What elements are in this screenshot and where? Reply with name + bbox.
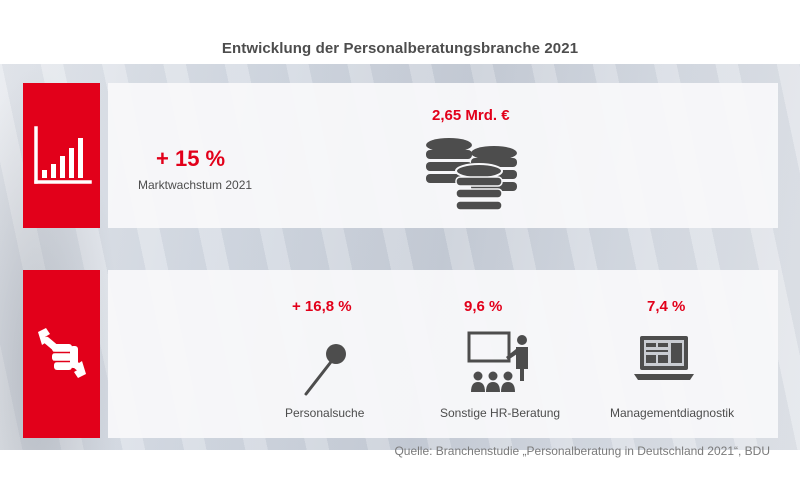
page-title: Entwicklung der Personalberatungsbranche… [221,40,579,57]
hr-beratung-value: 9,6 % [464,298,503,315]
managementdiagnostik-value: 7,4 % [647,298,686,315]
managementdiagnostik-label: Managementdiagnostik [610,406,735,420]
laptop-icon [634,336,694,380]
hr-beratung-label: Sonstige HR-Beratung [440,406,561,420]
personalsuche-label: Personalsuche [285,406,365,420]
source-note: Quelle: Branchenstudie „Personalberatung… [394,444,770,458]
bottom-panel: + 16,8 % Personalsuche 9,6 % Sonstige HR… [108,270,778,438]
bottom-red-tile [23,270,100,438]
fist-wrench-icon [37,328,86,378]
coin-stacks-icon [426,138,517,211]
market-growth-label: Marktwachstum 2021 [138,178,253,192]
pin-icon [304,344,346,396]
top-red-tile [23,83,100,228]
presentation-icon [467,331,528,392]
top-panel: + 15 % Marktwachstum 2021 2,65 Mrd. € [108,83,778,228]
personalsuche-value: + 16,8 % [292,298,352,315]
revenue-value: 2,65 Mrd. € [432,107,510,124]
bar-chart-icon [33,125,92,184]
market-growth-value: + 15 % [156,146,226,171]
